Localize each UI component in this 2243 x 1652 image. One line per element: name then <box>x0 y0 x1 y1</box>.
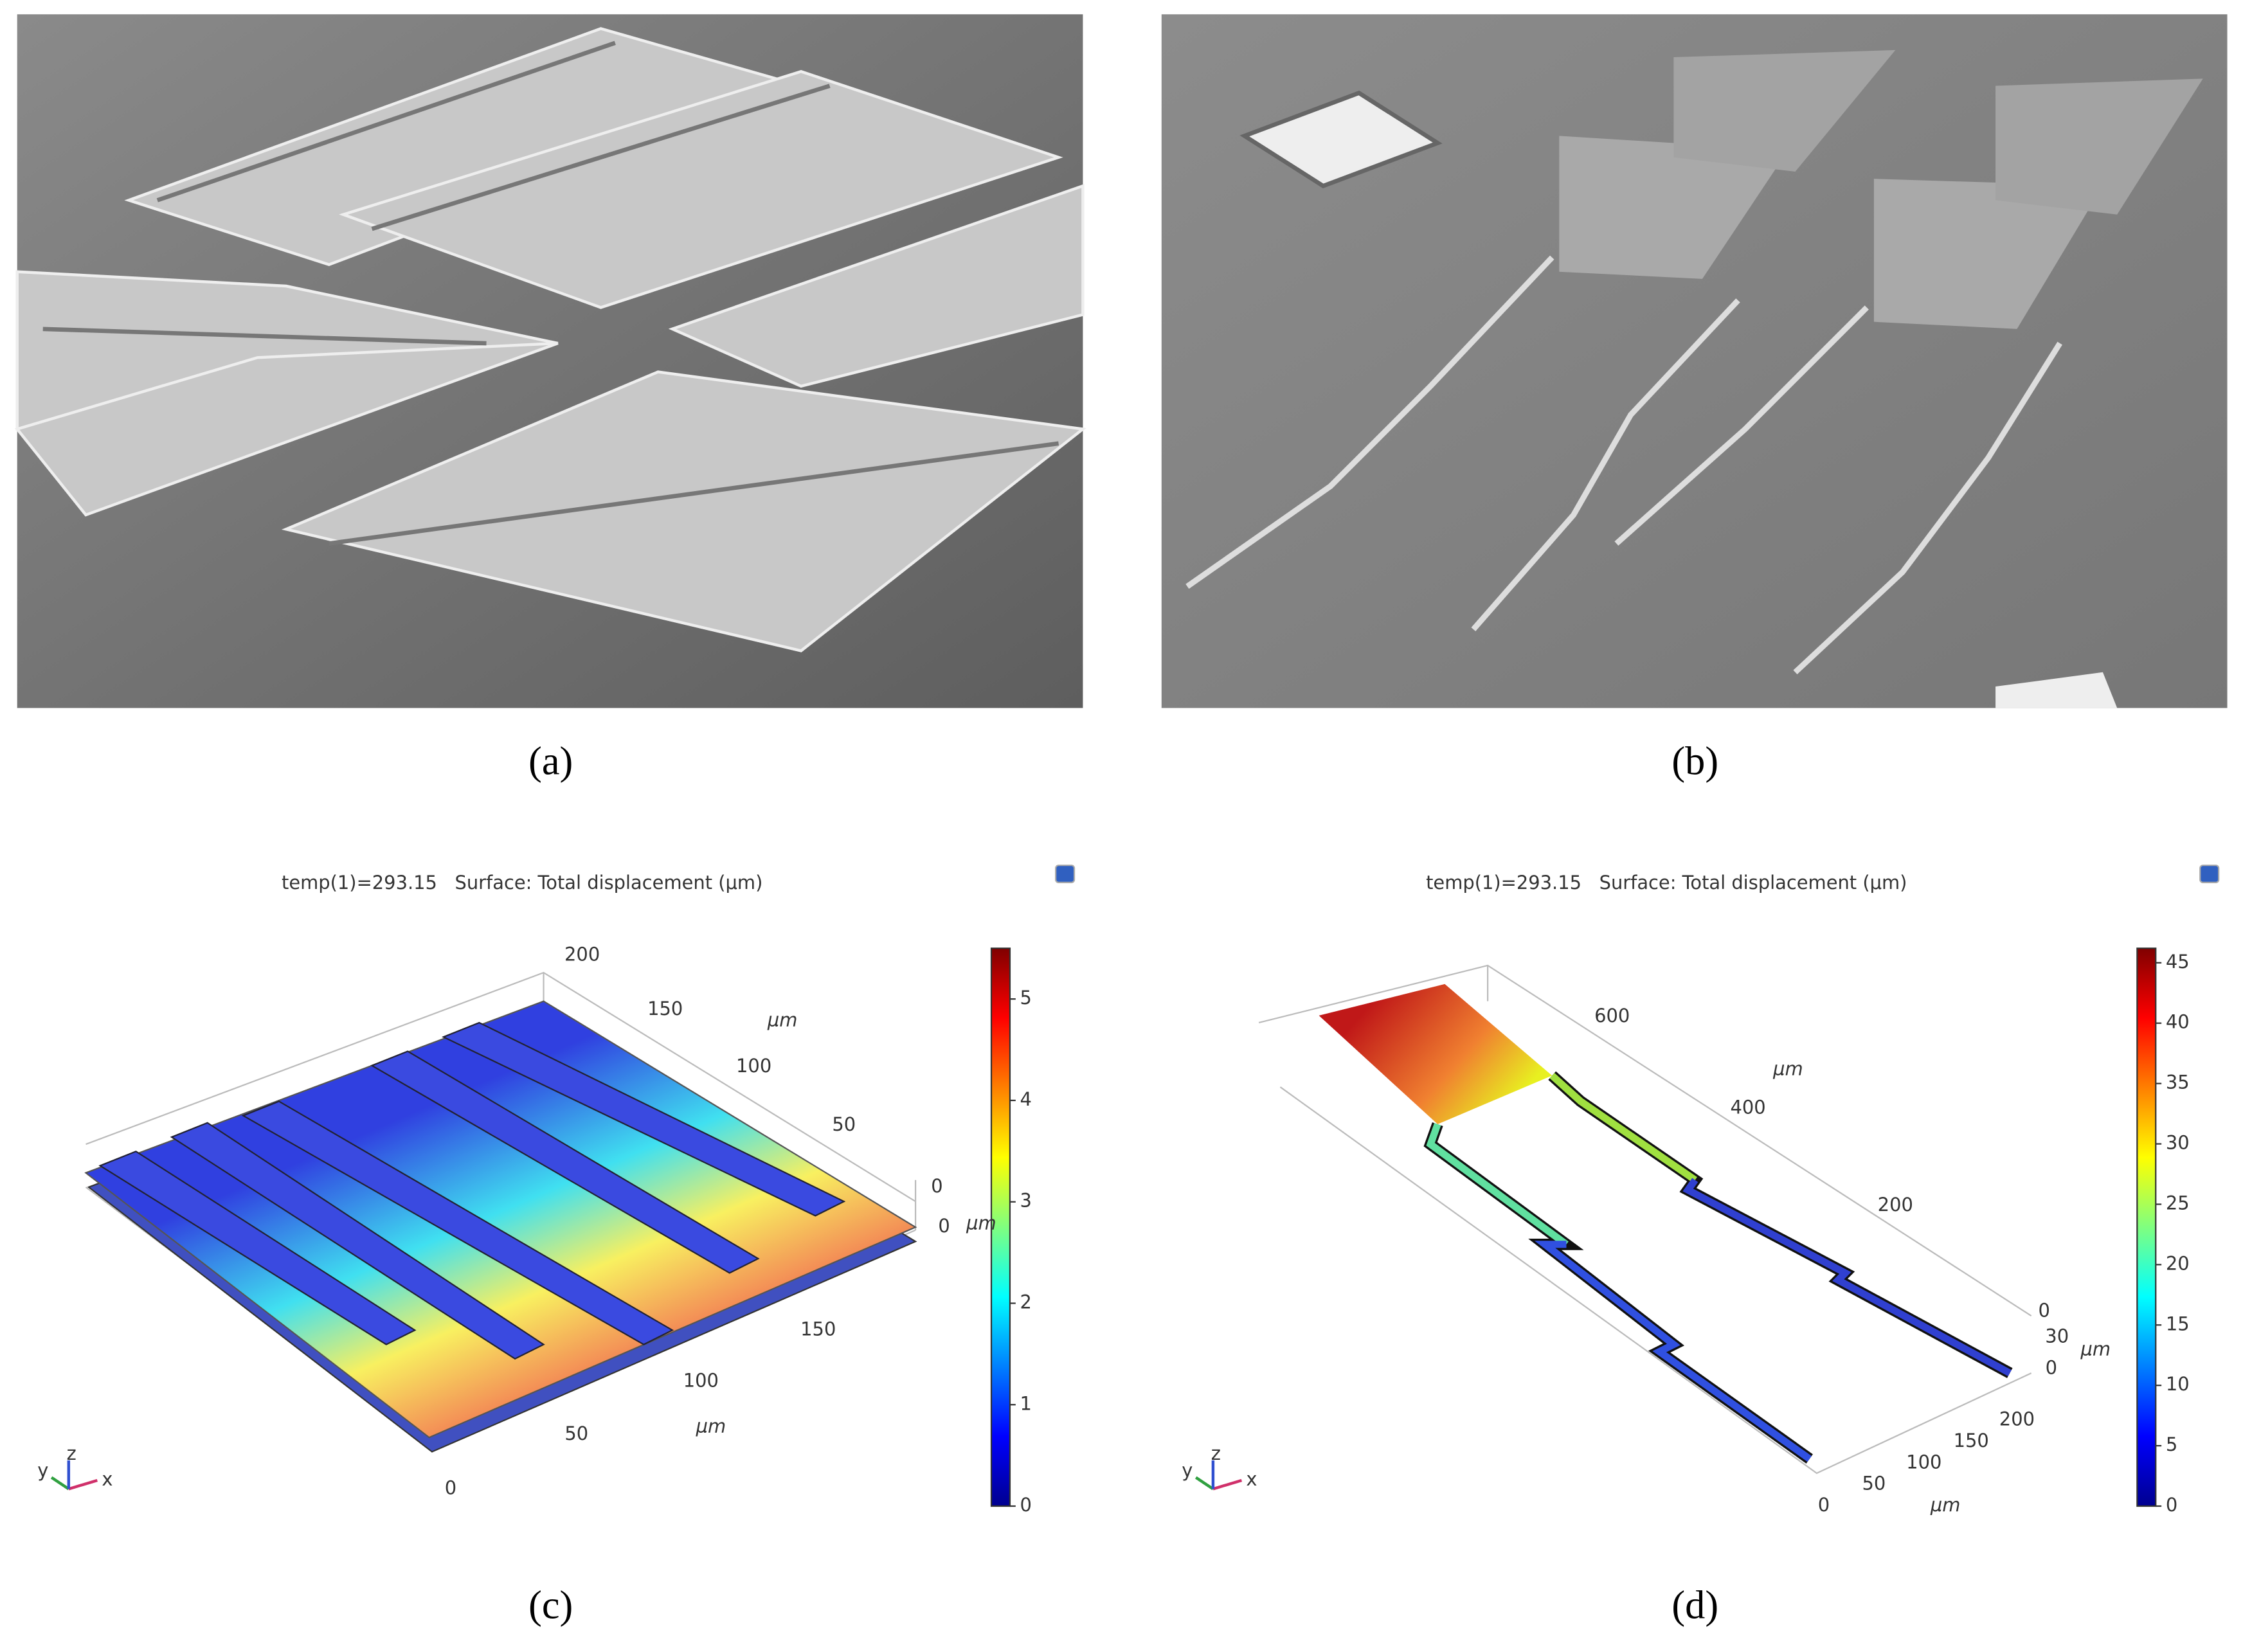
axis-unit: μm <box>1772 1057 1803 1079</box>
view-icon <box>1055 865 1076 884</box>
triad-y <box>1194 1476 1214 1491</box>
triad-label: x <box>102 1468 113 1490</box>
simulation-c <box>84 971 917 1453</box>
axis-tick-label: 50 <box>1862 1473 1886 1495</box>
colorbar-tick-label: 30 <box>2166 1132 2190 1154</box>
axis-unit: μm <box>696 1415 726 1437</box>
axis-tick-label: 600 <box>1594 1005 1630 1027</box>
triad-label: z <box>1211 1442 1221 1464</box>
axis-tick-label: 0 <box>1818 1494 1830 1516</box>
colorbar-tick-label: 10 <box>2166 1373 2190 1395</box>
panel-label: (d) <box>1671 1583 1718 1628</box>
triad-label: x <box>1246 1468 1257 1490</box>
colorbar-tick-label: 3 <box>1020 1190 1032 1212</box>
axis-unit: μm <box>767 1009 798 1031</box>
axis-tick-label: 200 <box>564 943 600 965</box>
axis-tick-label: 100 <box>1906 1451 1941 1473</box>
sem-image-a <box>14 14 1086 708</box>
colorbar-tick-label: 25 <box>2166 1192 2190 1214</box>
plot-title: temp(1)=293.15 Surface: Total displaceme… <box>1426 872 1907 893</box>
triad-label: z <box>67 1442 77 1464</box>
colorbar-tick-label: 40 <box>2166 1011 2190 1033</box>
colorbar-tick-label: 2 <box>1020 1291 1032 1313</box>
simulation-d <box>1258 964 2032 1475</box>
colorbar-tick-label: 4 <box>1020 1088 1032 1110</box>
panel-label: (c) <box>528 1583 573 1628</box>
colorbar-tick-label: 0 <box>1020 1494 1032 1516</box>
axis-tick-label: 200 <box>1878 1194 1913 1216</box>
panel-label: (b) <box>1671 739 1718 784</box>
axis-tick-label: 30 <box>2045 1325 2069 1347</box>
colorbar-tick-label: 15 <box>2166 1313 2190 1334</box>
colorbar <box>990 947 1011 1507</box>
axis-tick-label: 0 <box>931 1175 942 1197</box>
colorbar-tick-label: 1 <box>1020 1392 1032 1414</box>
sem-image-b <box>1161 14 2228 708</box>
axis-unit: μm <box>966 1212 996 1234</box>
axis-tick-label: 0 <box>2038 1299 2049 1321</box>
colorbar-tick-label: 45 <box>2166 951 2190 973</box>
view-icon <box>2199 865 2220 884</box>
triad-x <box>68 1478 98 1491</box>
colorbar <box>2136 947 2157 1507</box>
colorbar-tick-label: 35 <box>2166 1072 2190 1093</box>
panel-label: (a) <box>528 739 573 784</box>
triad-y <box>50 1476 70 1491</box>
axis-unit: μm <box>2080 1338 2111 1360</box>
axis-tick-label: 150 <box>647 998 683 1019</box>
axis-tick-label: 150 <box>800 1318 836 1340</box>
colorbar-tick-label: 0 <box>2166 1494 2177 1516</box>
colorbar-tick-label: 5 <box>2166 1433 2177 1455</box>
axis-tick-label: 400 <box>1731 1096 1766 1118</box>
axis-tick-label: 100 <box>683 1369 719 1391</box>
triad-x <box>1212 1478 1243 1491</box>
axis-tick-label: 100 <box>736 1055 771 1077</box>
axis-tick-label: 200 <box>1999 1408 2035 1430</box>
triad-label: y <box>1182 1460 1193 1482</box>
colorbar-tick-label: 5 <box>1020 987 1032 1009</box>
axis-tick-label: 0 <box>445 1477 456 1498</box>
axis-tick-label: 50 <box>832 1113 856 1135</box>
triad-label: y <box>37 1460 48 1482</box>
plot-title: temp(1)=293.15 Surface: Total displaceme… <box>282 872 762 893</box>
axis-tick-label: 50 <box>564 1423 588 1444</box>
axis-tick-label: 150 <box>1954 1430 1989 1451</box>
axis-tick-label: 0 <box>2046 1356 2057 1378</box>
colorbar-tick-label: 20 <box>2166 1252 2190 1274</box>
axis-unit: μm <box>1930 1494 1961 1516</box>
axis-tick-label: 0 <box>938 1215 950 1237</box>
